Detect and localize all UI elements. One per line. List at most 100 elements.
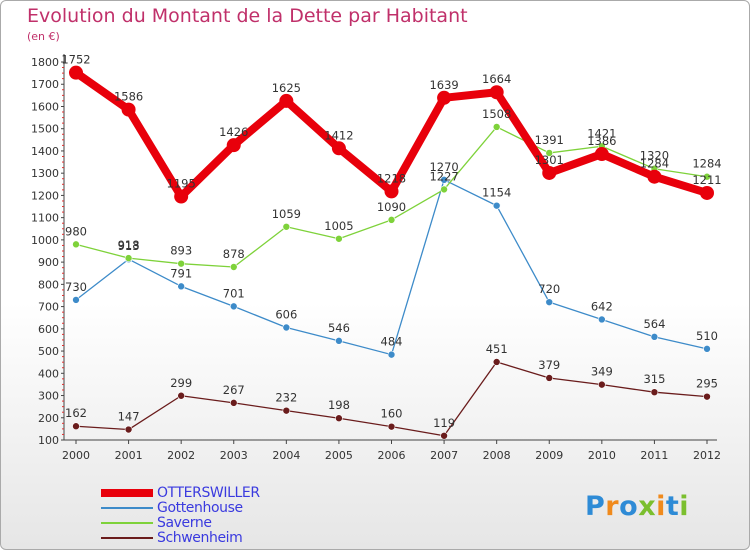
data-point (387, 216, 396, 224)
data-point (177, 391, 185, 400)
y-tick-label: 100 (38, 434, 59, 447)
data-point (282, 406, 291, 415)
logo-letter: i (656, 491, 666, 522)
data-label: 878 (223, 247, 245, 261)
data-point (440, 176, 448, 184)
y-tick-label: 1700 (31, 78, 59, 91)
data-point (121, 102, 136, 117)
data-label: 1195 (167, 177, 196, 191)
legend-label: OTTERSWILLER (157, 485, 260, 501)
data-point (700, 185, 714, 200)
y-tick-label: 1400 (31, 145, 59, 158)
data-point (489, 85, 504, 100)
data-label: 119 (433, 416, 455, 430)
data-label: 299 (170, 376, 192, 390)
logo-letter: P (585, 491, 606, 522)
data-label: 1227 (429, 169, 458, 183)
legend-label: Schwenheim (157, 530, 243, 546)
x-tick-label: 2012 (693, 449, 721, 462)
y-tick-label: 1100 (31, 212, 59, 225)
legend-swatch (101, 489, 153, 497)
data-label: 510 (696, 329, 718, 343)
data-point (703, 172, 711, 181)
data-point (335, 337, 343, 345)
x-tick-label: 2001 (115, 449, 143, 462)
y-tick-label: 600 (38, 323, 59, 336)
data-point (545, 374, 554, 382)
y-tick-label: 800 (38, 278, 59, 291)
data-point (335, 414, 343, 423)
x-tick-label: 2006 (378, 449, 406, 462)
data-point (177, 259, 185, 268)
data-label: 606 (275, 307, 297, 321)
y-tick-label: 1000 (31, 234, 59, 247)
data-point (703, 345, 711, 353)
data-label: 1301 (535, 153, 564, 167)
data-label: 1508 (482, 107, 511, 121)
data-point (229, 399, 238, 407)
data-label: 1005 (324, 219, 353, 233)
data-point (72, 422, 80, 431)
data-point (69, 65, 83, 80)
data-point (335, 234, 343, 243)
data-point (174, 189, 189, 204)
data-point (72, 296, 80, 304)
x-tick-label: 2003 (220, 449, 248, 462)
data-point (124, 254, 133, 262)
data-label: 1284 (640, 157, 669, 171)
data-point (437, 90, 452, 105)
logo-letter: o (619, 491, 639, 522)
data-label: 1320 (640, 149, 669, 163)
data-point (492, 358, 501, 366)
data-point (226, 138, 241, 153)
legend-swatch (101, 522, 153, 524)
y-tick-label: 200 (38, 412, 59, 425)
data-label: 147 (118, 410, 140, 424)
legend-swatch (101, 507, 153, 509)
y-tick-label: 900 (38, 256, 59, 269)
logo-letter: x (638, 491, 657, 522)
data-point (124, 425, 133, 434)
data-point (703, 392, 711, 401)
data-label: 730 (65, 280, 87, 294)
data-label: 546 (328, 321, 350, 335)
x-tick-label: 2009 (535, 449, 563, 462)
data-point (279, 93, 294, 108)
y-tick-label: 1200 (31, 189, 59, 202)
data-label: 1391 (535, 133, 564, 147)
data-point (598, 315, 606, 324)
logo-letter: r (605, 491, 620, 522)
data-point (331, 141, 346, 156)
x-tick-label: 2005 (325, 449, 353, 462)
logo-letter: t (665, 491, 680, 522)
data-label: 451 (486, 342, 508, 356)
data-label: 295 (696, 377, 718, 391)
x-tick-label: 2010 (588, 449, 616, 462)
data-label: 1154 (482, 186, 511, 200)
data-label: 1412 (324, 128, 353, 142)
y-tick-label: 400 (38, 367, 59, 380)
data-label: 642 (591, 299, 613, 313)
legend-swatch (101, 537, 153, 539)
data-label: 918 (118, 238, 140, 252)
data-label: 162 (65, 406, 87, 420)
legend-label: Gottenhouse (157, 500, 243, 516)
data-label: 379 (538, 358, 560, 372)
y-tick-label: 300 (38, 390, 59, 403)
data-point (72, 240, 80, 249)
data-label: 720 (538, 282, 560, 296)
x-tick-label: 2008 (483, 449, 511, 462)
data-label: 484 (381, 335, 403, 349)
data-label: 913 (118, 239, 140, 253)
data-label: 1664 (482, 72, 511, 86)
data-point (282, 222, 291, 231)
data-point (492, 123, 501, 131)
x-tick-label: 2007 (430, 449, 458, 462)
data-point (229, 302, 238, 311)
data-point (177, 282, 185, 291)
data-label: 1386 (587, 134, 616, 148)
data-label: 980 (65, 224, 87, 238)
legend-label: Saverne (157, 515, 212, 531)
data-label: 1752 (61, 53, 90, 67)
